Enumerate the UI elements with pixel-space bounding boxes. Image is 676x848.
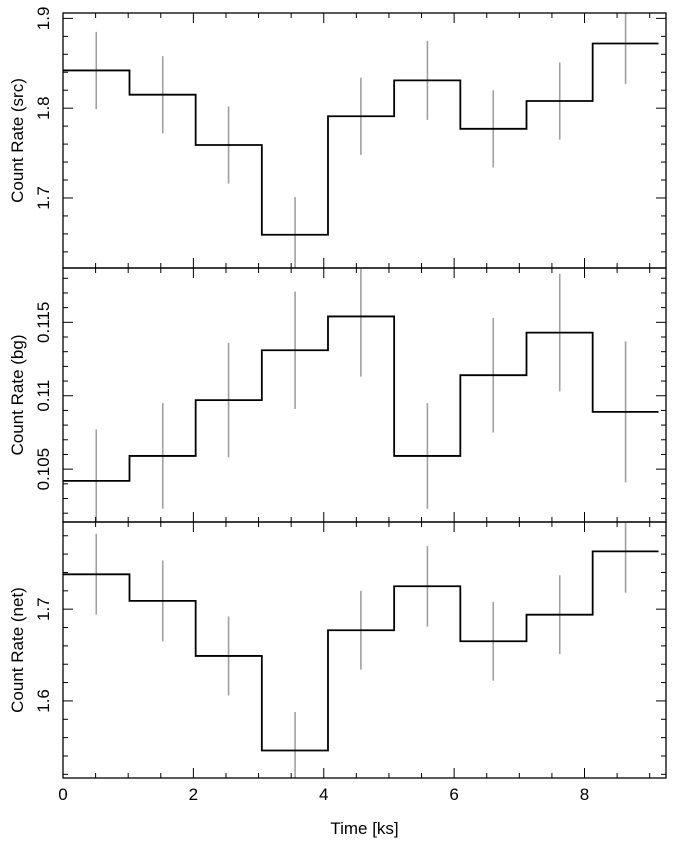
y-tick-label: 1.9: [34, 7, 53, 31]
x-tick-label: 4: [319, 785, 328, 804]
y-tick-label: 1.6: [34, 689, 53, 713]
panel-frame: [62, 12, 667, 269]
y-tick-label: 0.11: [34, 380, 53, 412]
y-axis-title: Count Rate (net): [8, 587, 27, 713]
plot-area: [63, 522, 659, 778]
panel-1: 1.7 1.8 1.9 Count Rate (src): [8, 7, 667, 269]
x-axis-title: Time [ks]: [330, 819, 398, 838]
x-tick-label: 2: [189, 785, 198, 804]
y-axis-title: Count Rate (src): [8, 78, 27, 203]
plot-area: [63, 13, 659, 268]
y-tick-label: 1.8: [34, 96, 53, 120]
step-line: [63, 42, 659, 236]
panel-3: 1.6 1.7 Count Rate (net) 0 2 4 6 8 Time [ks]: [8, 521, 667, 838]
y-tick-label: 1.7: [34, 186, 53, 210]
x-tick-label: 8: [580, 785, 589, 804]
panel-frame: [62, 267, 667, 523]
x-tick-label: 6: [449, 785, 458, 804]
y-tick-label: 0.115: [34, 302, 53, 343]
plot-area: [63, 268, 659, 522]
y-tick-label: 0.105: [34, 448, 53, 491]
step-line: [63, 550, 659, 752]
y-tick-label: 1.7: [34, 597, 53, 621]
step-line: [63, 315, 659, 482]
panel-frame: [62, 521, 667, 779]
y-axis-title: Count Rate (bg): [8, 335, 27, 456]
panel-2: 0.105 0.11 0.115 Count Rate (bg): [8, 267, 667, 523]
x-tick-label: 0: [58, 785, 67, 804]
